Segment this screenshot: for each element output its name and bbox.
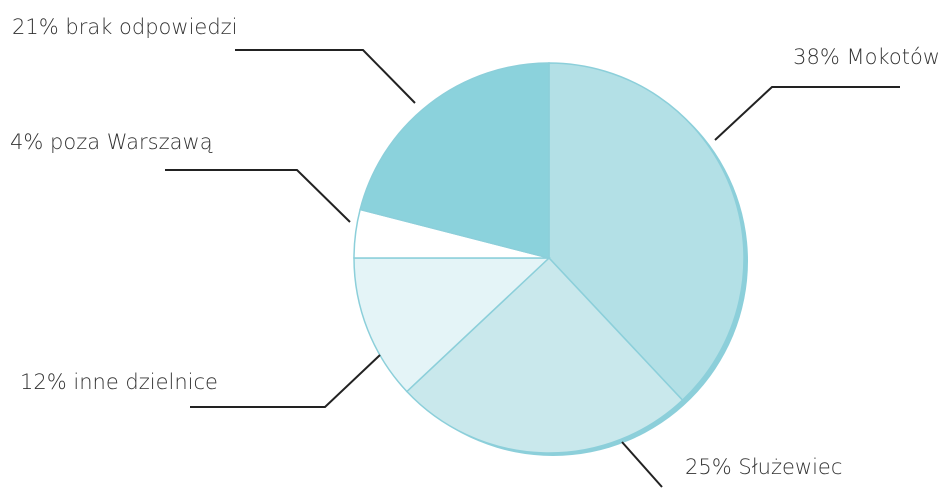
category-label: brak odpowiedzi — [65, 15, 237, 39]
slice-label: 38% Mokotów — [793, 45, 940, 69]
value-label: 38% — [793, 45, 840, 69]
value-label: 21% — [12, 15, 59, 39]
pie-slice — [405, 256, 684, 454]
category-label: inne dzielnice — [73, 370, 218, 394]
leader-line — [714, 86, 900, 141]
slice-label: 12% inne dzielnice — [20, 370, 218, 394]
category-label: Służewiec — [738, 455, 842, 479]
value-label: 4% — [10, 130, 43, 154]
pie-slice — [359, 62, 550, 259]
category-label: poza Warszawą — [50, 130, 213, 154]
value-label: 25% — [685, 455, 732, 479]
leader-line — [621, 441, 663, 488]
slice-label: 21% brak odpowiedzi — [12, 15, 238, 39]
leader-line — [235, 49, 416, 104]
labels: 38% Mokotów 25% Służewiec 12% inne dzielni… — [10, 15, 940, 488]
leader-line — [190, 354, 381, 408]
pie-slice — [353, 257, 551, 393]
slices — [353, 62, 745, 454]
value-label: 12% — [20, 370, 67, 394]
slice-label: 25% Służewiec — [685, 455, 842, 479]
leader-line — [165, 169, 351, 223]
category-label: Mokotów — [847, 45, 941, 69]
slice-label: 4% poza Warszawą — [10, 130, 213, 154]
pie-slice — [548, 62, 745, 402]
